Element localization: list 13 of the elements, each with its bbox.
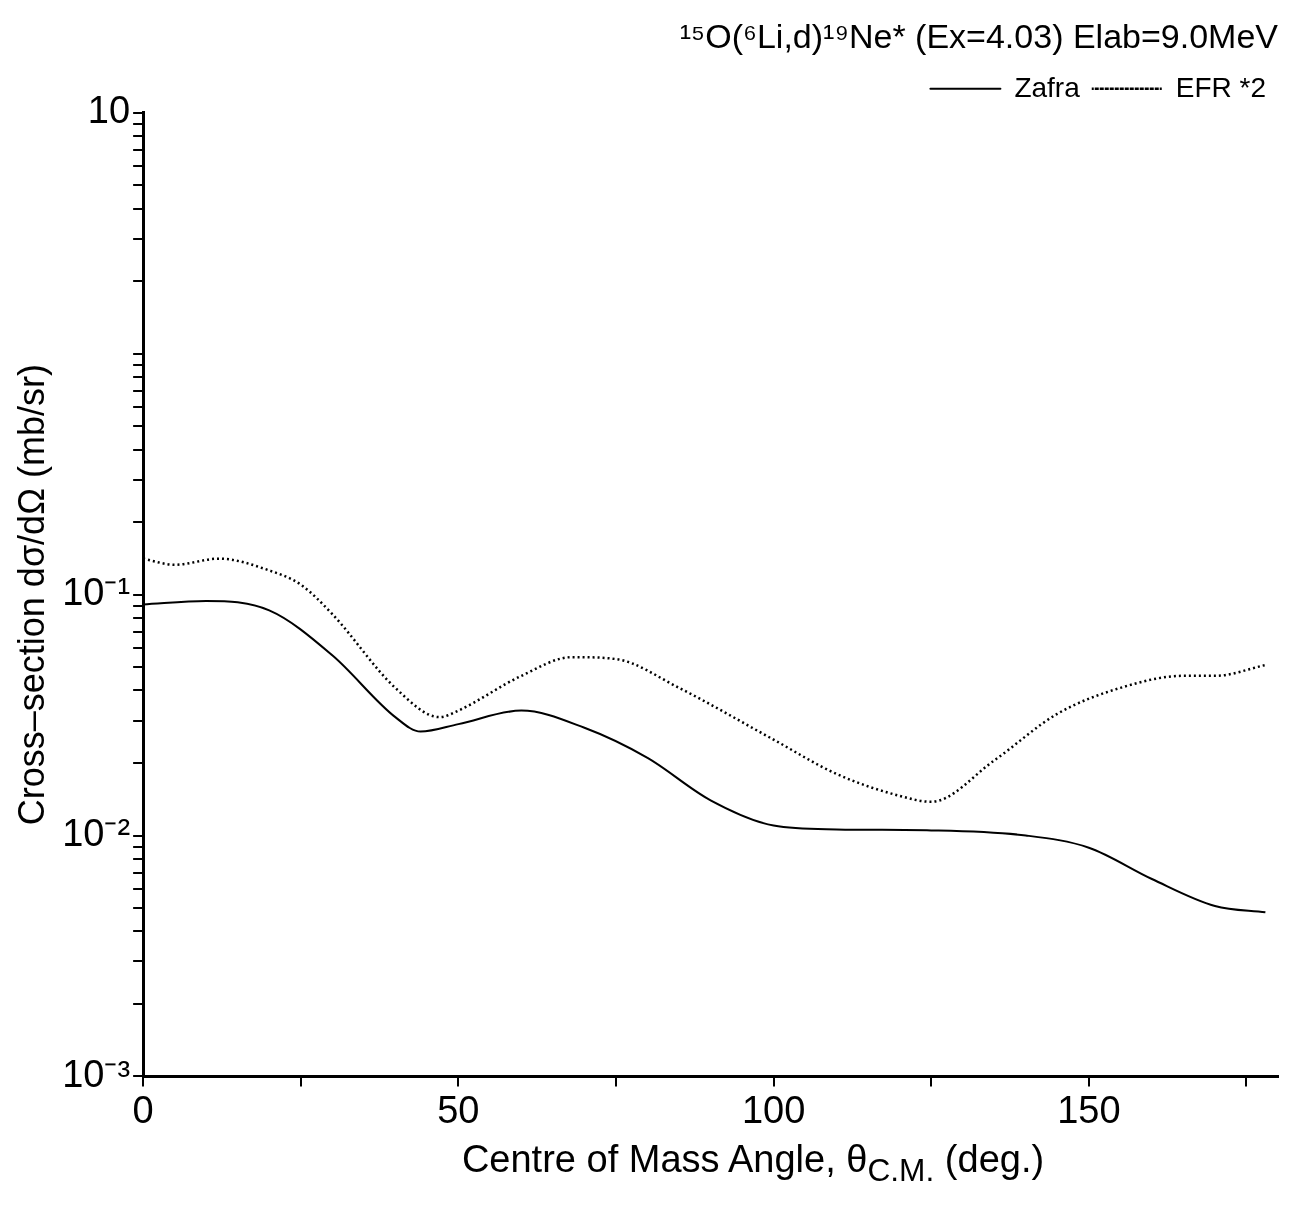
x-tick-label: 0 [132,1088,154,1131]
y-axis-title: Cross–section dσ/dΩ (mb/sr) [10,363,52,826]
legend-label: Zafra [1014,71,1081,103]
y-tick-label: 10⁻² [62,811,131,854]
x-tick-label: 150 [1057,1088,1121,1131]
x-axis-title: Centre of Mass Angle, θ$_{C.M.}$ (deg.) [460,1138,1046,1189]
y-tick-label: 10 [87,89,131,132]
legend-label: EFR *2 [1175,71,1266,103]
y-tick-label: 10⁻³ [62,1052,131,1095]
x-tick-label: 100 [741,1088,806,1131]
y-tick-label: 10⁻¹ [62,571,131,614]
chart-title: ¹⁵O(⁶Li,d)¹⁹Ne* (Ex=4.03) Elab=9.0MeV [679,16,1279,55]
x-tick-label: 50 [437,1088,480,1131]
